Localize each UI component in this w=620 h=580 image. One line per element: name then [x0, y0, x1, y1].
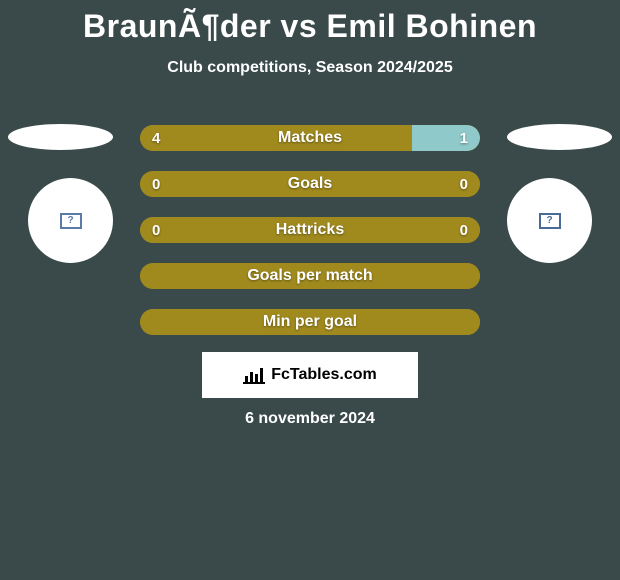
page-subtitle: Club competitions, Season 2024/2025 [0, 59, 620, 77]
branding-logo: FcTables.com [202, 352, 418, 398]
stat-bar-label: Goals per match [140, 267, 480, 285]
stat-bar-right-value: 1 [460, 130, 468, 147]
stat-bar-label: Matches [140, 129, 480, 147]
stat-bar-label: Min per goal [140, 313, 480, 331]
stat-bar: Matches4 1 [140, 125, 480, 151]
shield-icon: ? [60, 213, 82, 229]
left-player-ellipse [8, 124, 113, 150]
stat-bar: Min per goal [140, 309, 480, 335]
left-player-crest: ? [28, 178, 113, 263]
page-title: BraunÃ¶der vs Emil Bohinen [0, 0, 620, 45]
stat-bar-left-value: 0 [152, 222, 160, 239]
right-player-crest: ? [507, 178, 592, 263]
shield-icon: ? [539, 213, 561, 229]
stat-bar-right-value: 0 [460, 176, 468, 193]
stat-bar: Goals0 0 [140, 171, 480, 197]
stat-bar-left-value: 0 [152, 176, 160, 193]
stat-bar: Goals per match [140, 263, 480, 289]
branding-text: FcTables.com [271, 366, 377, 384]
stat-bar-label: Hattricks [140, 221, 480, 239]
footer-date: 6 november 2024 [0, 410, 620, 428]
chart-icon [243, 366, 265, 384]
stat-bar-left-value: 4 [152, 130, 160, 147]
stat-bar-label: Goals [140, 175, 480, 193]
right-player-ellipse [507, 124, 612, 150]
stats-bars: Matches41Goals00Hattricks00Goals per mat… [140, 125, 480, 355]
stat-bar-right-value: 0 [460, 222, 468, 239]
stat-bar: Hattricks0 0 [140, 217, 480, 243]
